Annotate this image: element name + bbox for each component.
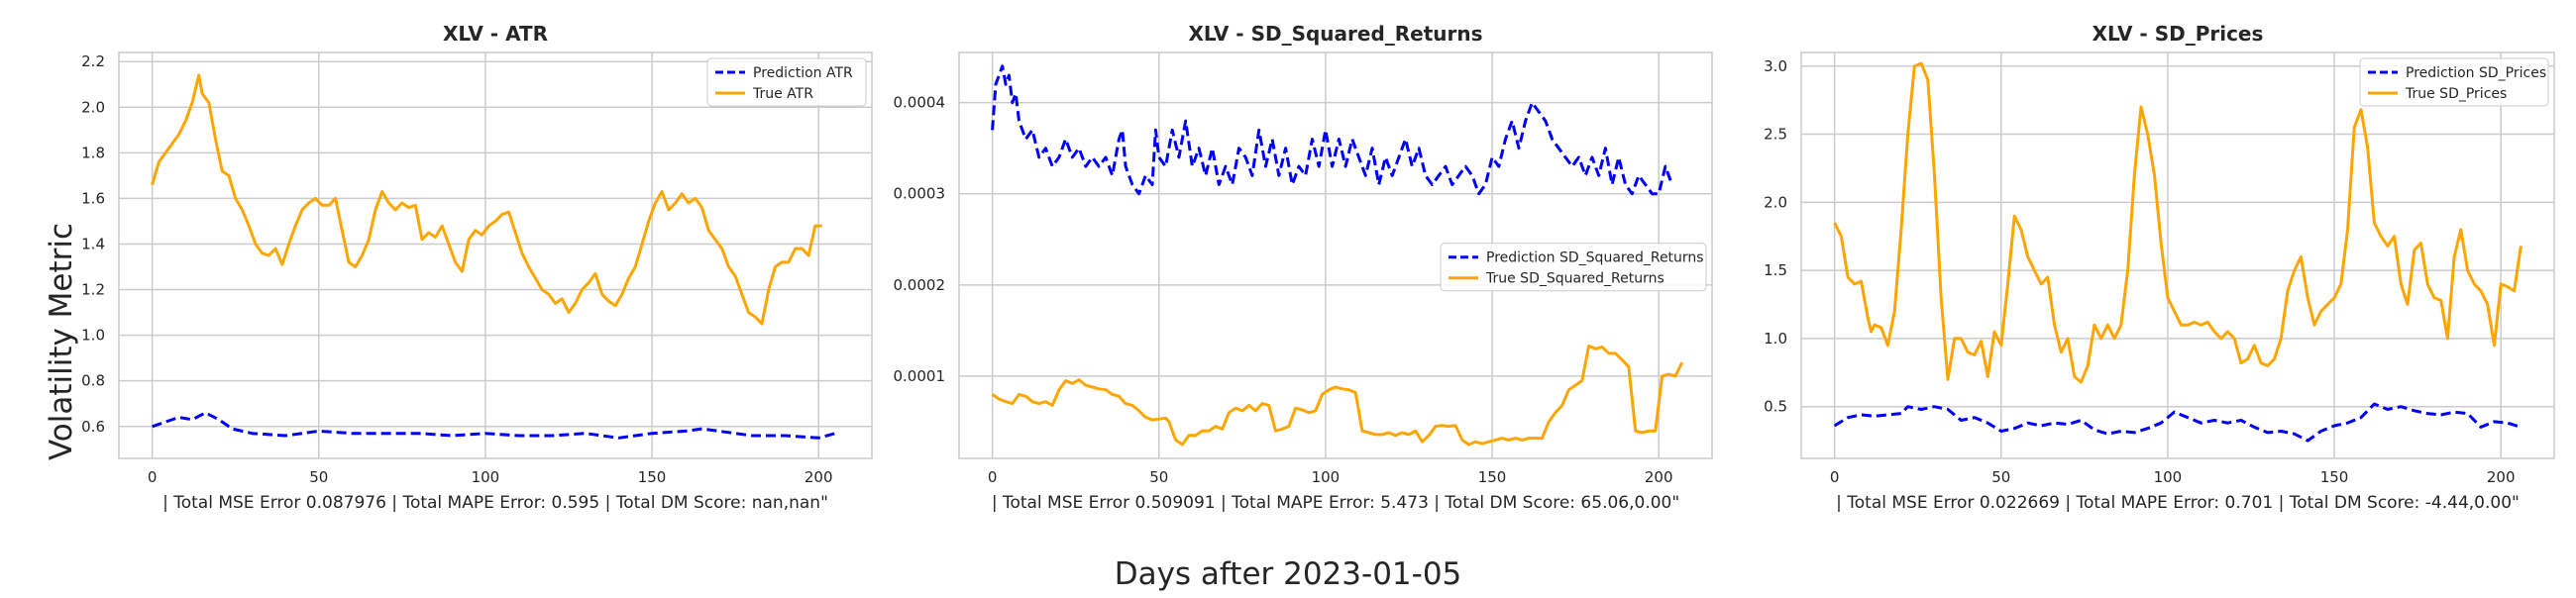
- y-tick-label: 1.6: [81, 189, 105, 207]
- figure-ylabel: Volatility Metric: [44, 223, 79, 460]
- series-line-prediction: [152, 411, 836, 440]
- x-tick-label: 0: [1830, 468, 1840, 486]
- y-tick-label: 2.0: [1764, 193, 1787, 211]
- y-tick-label: 0.0004: [894, 94, 946, 112]
- y-tick-label: 2.5: [1764, 126, 1787, 144]
- y-tick-label: 1.0: [1764, 330, 1787, 348]
- x-tick-label: 150: [638, 468, 667, 486]
- y-tick-label: 3.0: [1764, 57, 1787, 75]
- plot-area: [118, 51, 873, 459]
- legend-entry: Prediction ATR: [753, 65, 853, 81]
- y-tick-label: 1.2: [81, 281, 105, 299]
- tick-labels: 0 50 100 150 200 0.0001 0.0002 0.0003 0.0004: [894, 94, 1673, 486]
- series-line-prediction: [1833, 402, 2522, 443]
- y-tick-label: 0.0002: [894, 276, 946, 294]
- chart-panel-sd-prices: 0 50 100 150 200 0.5 1.0 1.5 2.0 2.5 3.0 XLV - SD_…: [1764, 22, 2555, 513]
- chart-title: XLV - SD_Squared_Returns: [1188, 22, 1482, 46]
- legend-box: [2359, 57, 2549, 107]
- x-tick-label: 100: [2154, 468, 2183, 486]
- x-tick-label: 150: [2320, 468, 2349, 486]
- chart-legend: Prediction ATR True ATR: [706, 57, 867, 107]
- y-tick-label: 2.0: [81, 98, 105, 116]
- y-tick-label: 0.0001: [894, 367, 946, 385]
- chart-xlabel: | Total MSE Error 0.087976 | Total MAPE …: [162, 493, 828, 513]
- chart-panel-sd-squared-returns: 0 50 100 150 200 0.0001 0.0002 0.0003 0.0004 XLV…: [894, 22, 1713, 513]
- series-lines: [151, 73, 836, 440]
- chart-panel-atr: 0 50 100 150 2000.60.81.01.21.41.61.82.02.2 …: [81, 22, 873, 513]
- x-tick-label: 200: [805, 468, 833, 486]
- series-lines: [991, 64, 1684, 447]
- series-line-prediction: [991, 64, 1674, 196]
- x-tick-label: 50: [1149, 468, 1168, 486]
- x-tick-label: 200: [1645, 468, 1673, 486]
- tick-labels: 0 50 100 150 200 0.5 1.0 1.5 2.0 2.5 3.0: [1764, 57, 2515, 486]
- series-line-true: [1833, 61, 2522, 384]
- grid-lines: [119, 52, 872, 458]
- y-tick-label: 1.4: [81, 235, 105, 252]
- y-tick-label: 1.8: [81, 144, 105, 161]
- y-tick-label: 1.0: [81, 327, 105, 345]
- chart-xlabel: | Total MSE Error 0.509091 | Total MAPE …: [992, 493, 1679, 513]
- legend-box: [706, 57, 867, 107]
- series-line-true: [151, 73, 822, 326]
- chart-title: XLV - SD_Prices: [2093, 22, 2264, 46]
- plot-area: [1800, 51, 2555, 459]
- x-tick-label: 100: [1312, 468, 1341, 486]
- legend-entry: True SD_Squared_Returns: [1485, 271, 1664, 287]
- legend-entry: True ATR: [752, 86, 813, 102]
- series-lines: [1833, 61, 2522, 443]
- y-tick-label: 0.0003: [894, 185, 946, 203]
- chart-title: XLV - ATR: [443, 22, 548, 46]
- figure-xlabel: Days after 2023-01-05: [1115, 556, 1462, 592]
- chart-legend: Prediction SD_Prices True SD_Prices: [2359, 57, 2549, 107]
- y-tick-label: 1.5: [1764, 261, 1787, 279]
- x-tick-label: 50: [1991, 468, 2010, 486]
- y-tick-label: 2.2: [81, 52, 105, 70]
- x-tick-label: 100: [472, 468, 500, 486]
- x-tick-label: 0: [148, 468, 158, 486]
- x-tick-label: 0: [988, 468, 998, 486]
- legend-box: [1440, 243, 1707, 292]
- series-line-true: [991, 345, 1684, 447]
- y-tick-label: 0.8: [81, 372, 105, 390]
- tick-labels: 0 50 100 150 200 0.6 0.8 1.0 1.2 1.4 1.6 1.8 2.0 2.2: [81, 52, 832, 486]
- x-tick-label: 150: [1478, 468, 1507, 486]
- y-tick-label: 0.5: [1764, 398, 1787, 416]
- legend-entry: Prediction SD_Prices: [2406, 65, 2546, 81]
- y-tick-label: 0.6: [81, 418, 105, 436]
- legend-entry: Prediction SD_Squared_Returns: [1486, 250, 1704, 266]
- x-tick-label: 50: [309, 468, 328, 486]
- chart-legend: Prediction SD_Squared_Returns True SD_Squ…: [1440, 243, 1707, 292]
- chart-xlabel: | Total MSE Error 0.022669 | Total MAPE …: [1836, 493, 2520, 513]
- legend-entry: True SD_Prices: [2405, 86, 2507, 102]
- x-tick-label: 200: [2487, 468, 2516, 486]
